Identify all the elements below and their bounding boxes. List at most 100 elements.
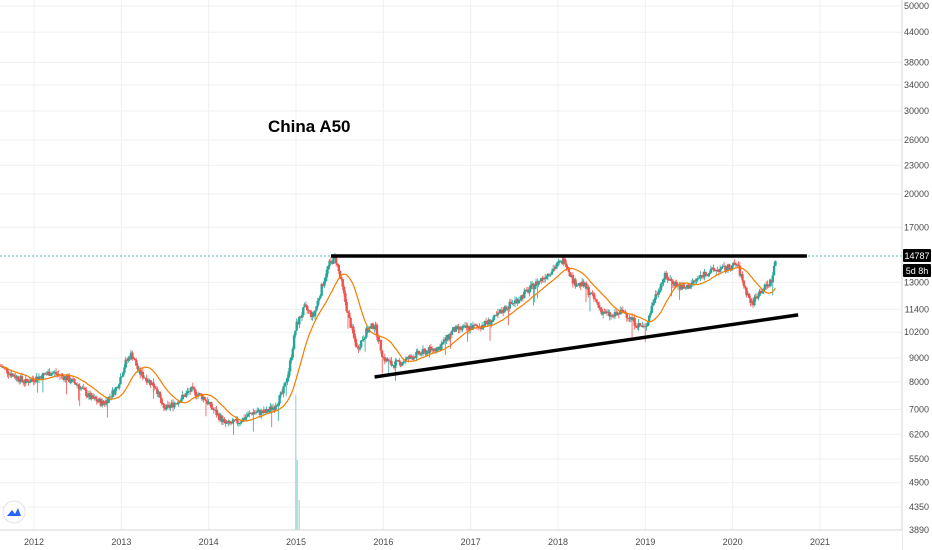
candle (546, 273, 550, 281)
candle (693, 278, 697, 285)
candle (603, 308, 606, 314)
candle (154, 385, 158, 390)
candle (608, 309, 611, 321)
candle (684, 286, 688, 291)
candle (61, 372, 64, 380)
candle (541, 275, 544, 283)
candle (584, 281, 588, 303)
candle (112, 388, 116, 398)
candle (505, 305, 509, 312)
support-trendline[interactable] (374, 313, 799, 379)
candle (390, 356, 393, 367)
candle (445, 334, 448, 345)
candle (384, 357, 388, 363)
time-axis-panel[interactable] (0, 530, 902, 550)
candle (491, 317, 494, 323)
candle (82, 383, 85, 390)
tradingview-logo-icon[interactable] (2, 500, 26, 524)
candle (40, 374, 43, 380)
candle (448, 333, 451, 342)
candle (436, 347, 439, 352)
candle (558, 259, 561, 265)
candle (128, 355, 131, 362)
candle (640, 325, 643, 327)
candle (313, 310, 317, 320)
candle (657, 288, 660, 298)
candle (12, 372, 16, 377)
candle (78, 383, 81, 406)
candle (359, 340, 363, 349)
candle (651, 299, 655, 307)
candle (417, 350, 421, 356)
candle (733, 259, 736, 265)
volume-bar (295, 395, 297, 530)
candle (153, 383, 156, 391)
candle (192, 386, 196, 393)
candle (405, 356, 409, 361)
candle (386, 357, 389, 362)
candle (544, 273, 547, 283)
candle (371, 322, 375, 330)
x-tick-label: 2017 (461, 537, 481, 547)
candle (642, 323, 646, 329)
x-tick-label: 2021 (810, 537, 830, 547)
candle (442, 336, 446, 345)
candle (620, 307, 623, 314)
candle (596, 301, 600, 308)
candle (254, 409, 258, 416)
candle (594, 295, 597, 301)
y-tick-label: 6200 (909, 429, 929, 439)
candle (75, 382, 79, 389)
candle (219, 413, 222, 422)
candle (403, 360, 406, 363)
interval-badge: 5d 8h (903, 263, 931, 277)
candle (327, 265, 330, 274)
candle (357, 344, 360, 354)
candle (633, 314, 636, 330)
candle (709, 265, 713, 275)
candle (551, 264, 555, 273)
candle (369, 326, 372, 329)
candle (177, 401, 180, 407)
candle (331, 260, 334, 265)
candle (701, 271, 705, 280)
candle (370, 322, 373, 329)
candle (724, 265, 727, 274)
candle (540, 277, 543, 284)
candle (768, 278, 772, 288)
candle (615, 309, 618, 316)
candle (588, 291, 592, 312)
candle (473, 323, 476, 328)
candle (607, 309, 610, 316)
candle (683, 282, 686, 289)
candle (148, 378, 151, 386)
candle (504, 304, 508, 311)
candle (533, 284, 536, 303)
candle (542, 276, 546, 283)
candle (221, 416, 225, 426)
candle (91, 392, 95, 400)
candle (16, 375, 20, 383)
candle (501, 308, 505, 317)
candle (726, 263, 730, 273)
candle (195, 392, 198, 400)
candle (671, 279, 675, 289)
candle (261, 410, 264, 414)
candle (746, 290, 749, 296)
candle (419, 352, 422, 357)
candle (274, 402, 277, 411)
candle (494, 314, 497, 317)
candle (666, 272, 669, 283)
candle (182, 394, 185, 400)
y-tick-label: 44000 (904, 27, 929, 37)
y-tick-label: 8000 (909, 377, 929, 387)
candle (583, 282, 586, 288)
candle (420, 351, 423, 357)
candle (354, 336, 358, 348)
candle (749, 295, 752, 307)
candle (99, 397, 102, 408)
candle (50, 371, 54, 377)
candle (21, 379, 25, 386)
candle (96, 398, 100, 404)
